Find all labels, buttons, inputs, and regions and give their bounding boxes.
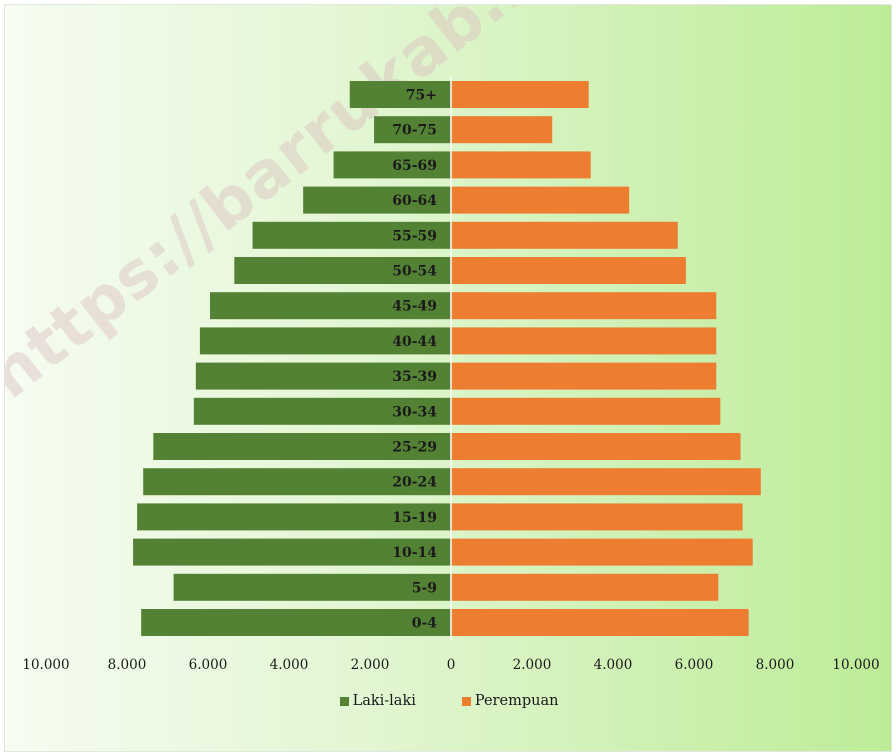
category-label: 5-9 [412, 580, 437, 596]
legend-item-laki-laki: Laki-laki [339, 693, 416, 709]
chart-frame: https://barrukab.bps.go.id 0-45-910-1415… [4, 4, 892, 752]
x-tick-label: 10.000 [832, 657, 879, 673]
category-label: 20-24 [392, 475, 437, 491]
bar-laki-laki-30-34 [193, 397, 451, 425]
bar-laki-laki-55-59 [252, 221, 451, 249]
legend-label-laki-laki: Laki-laki [352, 693, 416, 709]
category-label: 45-49 [392, 299, 437, 315]
x-tick-label: 2.000 [513, 657, 552, 673]
bar-laki-laki-65-69 [333, 151, 451, 179]
legend-label-perempuan: Perempuan [474, 693, 559, 709]
bar-laki-laki-5-9 [173, 573, 451, 601]
x-tick-label: 2.000 [351, 657, 390, 673]
category-label: 70-75 [392, 123, 437, 139]
category-label: 40-44 [392, 334, 437, 350]
bar-perempuan-20-24 [451, 468, 761, 496]
bar-perempuan-30-34 [451, 397, 721, 425]
category-label: 65-69 [392, 158, 437, 174]
x-tick-label: 4.000 [594, 657, 633, 673]
category-label: 10-14 [392, 545, 437, 561]
category-label: 15-19 [392, 510, 437, 526]
x-tick-label: 0 [447, 657, 456, 673]
x-tick-label: 4.000 [270, 657, 309, 673]
category-label: 0-4 [412, 616, 438, 632]
category-label: 55-59 [392, 228, 437, 244]
bar-perempuan-10-14 [451, 538, 753, 566]
bar-perempuan-5-9 [451, 573, 719, 601]
bar-perempuan-35-39 [451, 362, 717, 390]
population-pyramid-chart: 0-4 5-9 10-14 15-19 20-24 25-29 30-34 35-39 40-4… [22, 77, 880, 673]
bar-laki-laki-60-64 [303, 186, 451, 214]
category-label: 60-64 [392, 193, 437, 209]
legend-swatch-laki-laki [339, 696, 349, 706]
x-tick-label: 6.000 [189, 657, 228, 673]
legend: Laki-laki Perempuan [5, 693, 891, 709]
bar-laki-laki-35-39 [195, 362, 451, 390]
category-label: 75+ [406, 88, 437, 104]
legend-item-perempuan: Perempuan [461, 693, 559, 709]
bar-laki-laki-70-75 [374, 116, 451, 144]
bar-perempuan-75+ [451, 81, 589, 108]
bar-laki-laki-15-19 [137, 503, 451, 531]
x-tick-label: 6.000 [675, 657, 714, 673]
category-label: 35-39 [392, 369, 437, 385]
bar-perempuan-0-4 [451, 609, 749, 636]
bar-laki-laki-20-24 [143, 468, 451, 496]
bar-laki-laki-75+ [349, 81, 451, 108]
bar-laki-laki-45-49 [210, 292, 451, 320]
x-tick-label: 8.000 [108, 657, 147, 673]
x-tick-label: 8.000 [756, 657, 795, 673]
legend-swatch-perempuan [461, 696, 471, 706]
bar-laki-laki-40-44 [199, 327, 451, 355]
bar-perempuan-60-64 [451, 186, 630, 214]
bar-laki-laki-50-54 [234, 257, 451, 284]
x-tick-label: 10.000 [22, 657, 69, 673]
bar-perempuan-65-69 [451, 151, 591, 179]
bar-perempuan-45-49 [451, 292, 717, 320]
category-label: 25-29 [392, 440, 437, 456]
bar-laki-laki-0-4 [141, 609, 452, 636]
bar-perempuan-25-29 [451, 433, 741, 460]
bar-laki-laki-10-14 [133, 538, 451, 566]
bar-perempuan-15-19 [451, 503, 743, 531]
category-label: 30-34 [392, 404, 437, 420]
bar-perempuan-55-59 [451, 221, 678, 249]
bar-perempuan-70-75 [451, 116, 553, 144]
bar-laki-laki-25-29 [153, 433, 451, 460]
bar-perempuan-50-54 [451, 257, 686, 284]
bar-perempuan-40-44 [451, 327, 717, 355]
category-label: 50-54 [392, 264, 437, 280]
